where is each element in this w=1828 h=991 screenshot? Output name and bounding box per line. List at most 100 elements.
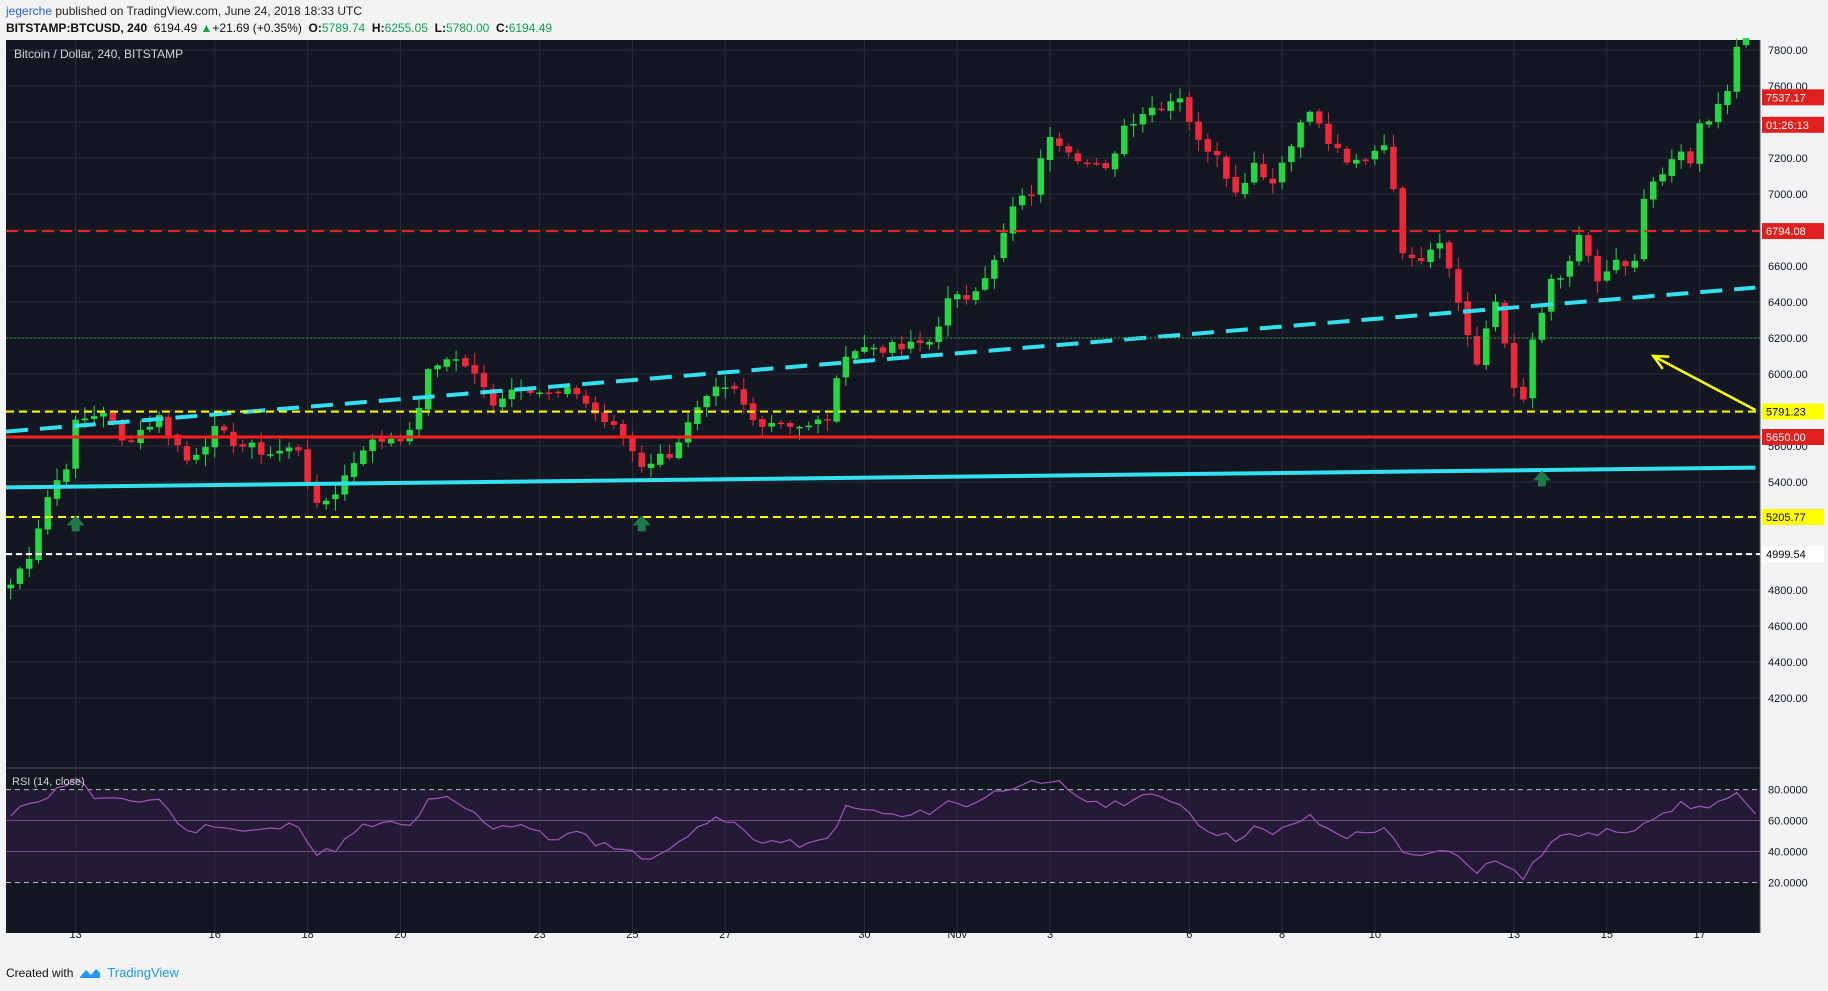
candle-body <box>527 389 534 393</box>
candle <box>1566 255 1573 287</box>
candle-body <box>350 463 358 477</box>
low-label: L: <box>434 21 446 35</box>
candle <box>1724 84 1731 115</box>
candle-body <box>1186 97 1193 122</box>
candle-body <box>768 423 775 427</box>
candle <box>740 378 748 414</box>
candle-body <box>239 444 246 447</box>
candle <box>1083 159 1091 168</box>
candle-body <box>824 419 831 421</box>
candle-body <box>276 450 284 454</box>
y-tick-label: 4400.00 <box>1768 657 1808 669</box>
candle <box>647 453 655 477</box>
candle <box>1278 156 1286 190</box>
candle-body <box>1408 254 1416 258</box>
candle <box>1631 254 1638 273</box>
x-tick-label: 16 <box>209 929 221 941</box>
candle <box>861 334 868 354</box>
candle-body <box>777 422 785 425</box>
candle-body <box>972 291 980 300</box>
rsi-tick-label: 60.0000 <box>1768 816 1808 828</box>
low-value: 5780.00 <box>445 21 490 35</box>
rsi-tick-label: 40.0000 <box>1768 847 1808 859</box>
candle <box>1594 249 1601 294</box>
candle-body <box>536 392 543 395</box>
candle-body <box>63 469 70 482</box>
candle-body <box>759 419 766 427</box>
author-link[interactable]: jegerche <box>6 4 53 18</box>
candle-body <box>1612 259 1620 271</box>
candle-body <box>1510 342 1518 388</box>
candle <box>1223 154 1230 188</box>
candle-body <box>1028 194 1035 197</box>
x-tick-label: 17 <box>1694 929 1706 941</box>
close-label: C: <box>496 21 509 35</box>
symbol-label[interactable]: BITSTAMP:BTCUSD, 240 <box>6 21 148 35</box>
candle-body <box>582 395 590 404</box>
candle-body <box>1668 159 1676 176</box>
candle-body <box>916 340 924 343</box>
candle <box>508 377 516 408</box>
candle <box>1130 113 1137 138</box>
candle <box>369 434 376 463</box>
tradingview-link[interactable]: TradingView <box>107 965 179 980</box>
last-price: 6194.49 <box>153 21 198 35</box>
candle-body <box>313 482 321 503</box>
candle-body <box>1102 163 1109 169</box>
candle-body <box>684 422 692 443</box>
candle-body <box>174 434 181 446</box>
candle-body <box>1371 150 1379 160</box>
high-label: H: <box>371 21 385 35</box>
candle-body <box>25 558 33 569</box>
change-up-icon: ▲ <box>200 21 213 35</box>
candle-body <box>489 388 497 406</box>
candle-body <box>1473 336 1481 365</box>
x-tick-label: 6 <box>1186 929 1192 941</box>
y-tick-label: 7800.00 <box>1768 45 1808 57</box>
candle <box>1306 110 1314 126</box>
candle <box>684 412 692 448</box>
candle-body <box>295 447 302 451</box>
candle-body <box>1139 113 1147 125</box>
chart-canvas[interactable]: 13 16 18 20 23 25 27 30 Nov 3 6 8 10 13 15 17 4200.00 440… <box>0 38 1828 958</box>
pointer-arrow-line <box>1652 354 1756 412</box>
candle <box>267 446 274 459</box>
candle <box>1195 112 1202 152</box>
candle <box>165 413 172 446</box>
candle <box>1696 119 1703 172</box>
candle <box>805 421 813 431</box>
candle-body <box>508 389 516 400</box>
candle <box>1046 127 1054 173</box>
candle-body <box>740 389 748 405</box>
candle <box>322 497 330 510</box>
candle <box>1297 119 1304 158</box>
rsi-band <box>6 789 1760 883</box>
candle <box>963 284 970 305</box>
candle <box>731 381 738 394</box>
candle <box>592 396 599 421</box>
candle-body <box>1000 232 1007 259</box>
candle <box>100 406 107 428</box>
publish-info: jegerche published on TradingView.com, J… <box>6 4 362 18</box>
candle <box>471 352 478 385</box>
candle-body <box>452 359 460 361</box>
x-tick-label: 30 <box>858 929 870 941</box>
candle-body <box>1436 243 1444 249</box>
candle <box>415 399 423 437</box>
candle <box>1529 332 1536 409</box>
candle <box>276 438 284 462</box>
candle-body <box>1677 151 1685 161</box>
candle-body <box>666 453 673 458</box>
candle <box>675 437 683 460</box>
candle-body <box>1575 234 1583 262</box>
candle <box>1585 231 1592 263</box>
candle-body <box>694 407 701 424</box>
candle-body <box>1464 301 1471 336</box>
candle <box>1473 326 1481 367</box>
candle <box>1418 246 1425 265</box>
candle-body <box>1037 158 1045 195</box>
x-tick-label: 15 <box>1601 929 1613 941</box>
candle <box>1538 305 1546 344</box>
candle <box>7 578 14 600</box>
candle <box>202 435 209 467</box>
